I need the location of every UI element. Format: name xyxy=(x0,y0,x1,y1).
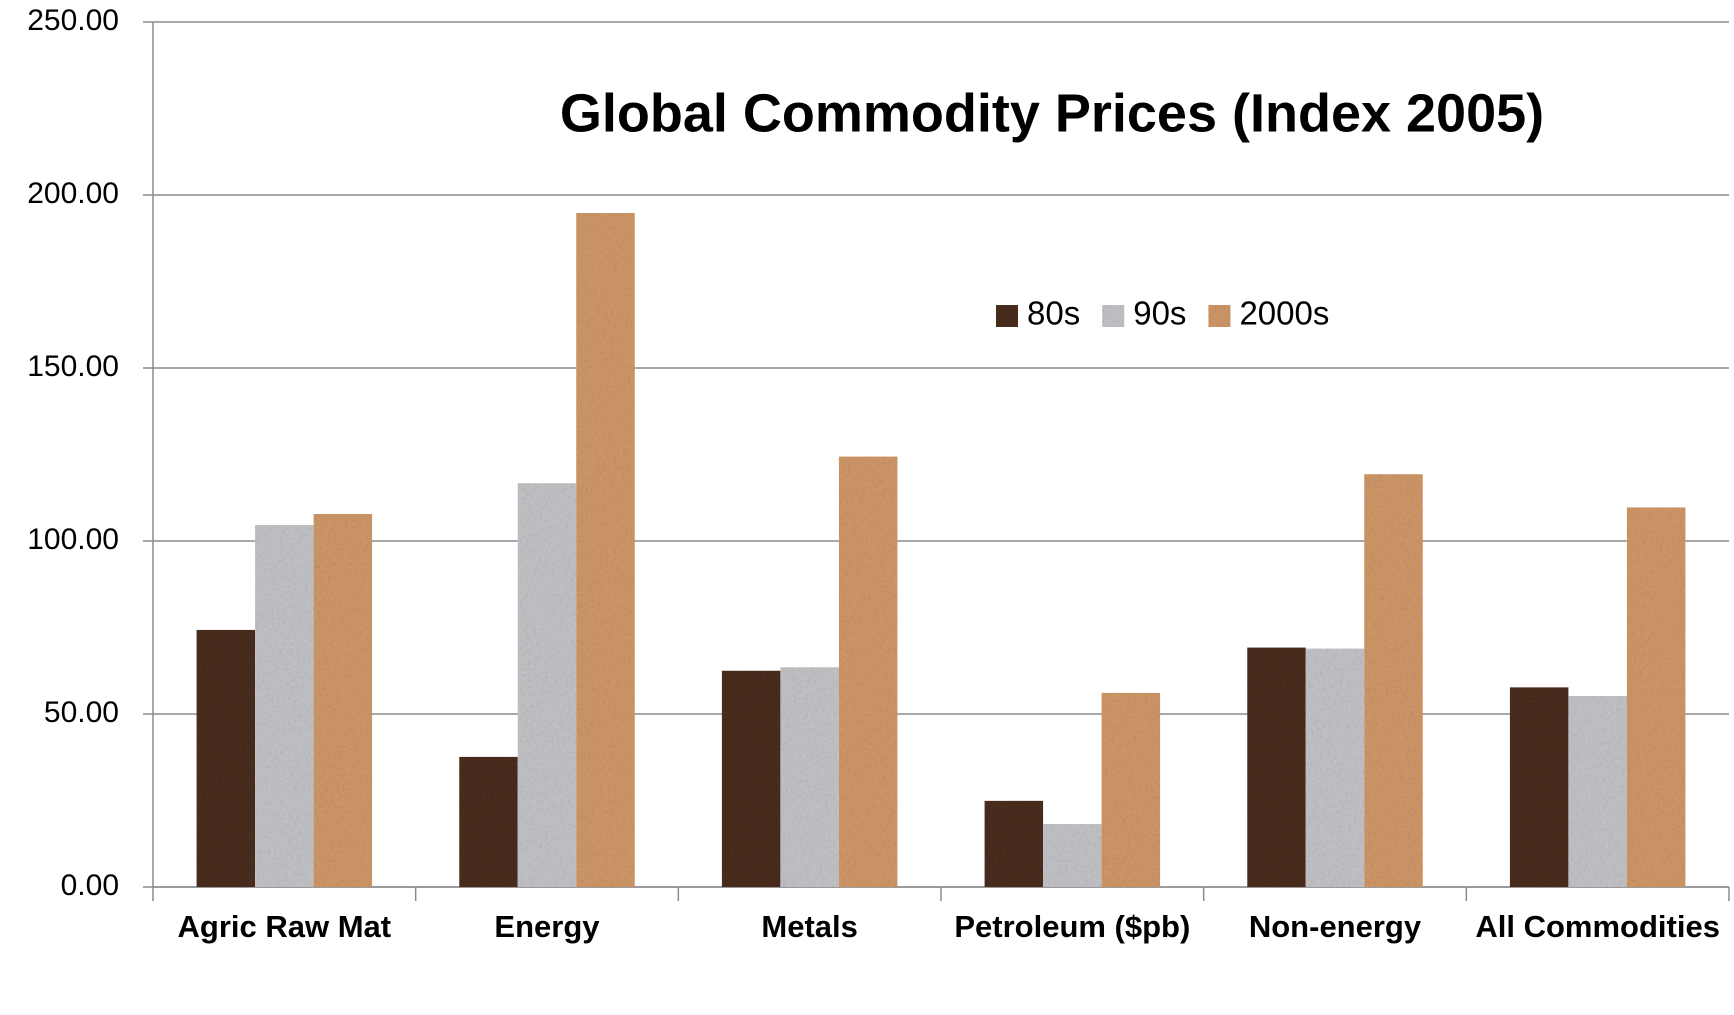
bar xyxy=(721,670,781,887)
legend-label: 2000s xyxy=(1239,295,1329,332)
bar xyxy=(255,525,314,887)
chart-title: Global Commodity Prices (Index 2005) xyxy=(560,83,1544,143)
legend-label: 80s xyxy=(1027,295,1080,332)
y-tick-label: 0.00 xyxy=(61,869,119,902)
bar xyxy=(1509,687,1569,887)
bar xyxy=(838,456,898,887)
legend-swatch xyxy=(1208,305,1231,327)
bar xyxy=(1305,648,1365,887)
bar xyxy=(576,212,635,887)
x-tick-label: Energy xyxy=(494,909,600,944)
bar xyxy=(459,756,518,887)
bar xyxy=(1364,474,1423,887)
x-tick-label: Agric Raw Mat xyxy=(177,909,392,944)
x-tick-label: Non-energy xyxy=(1248,909,1422,944)
bar xyxy=(1247,647,1306,887)
bar xyxy=(984,800,1044,887)
legend-label: 90s xyxy=(1133,295,1186,332)
bar xyxy=(1101,692,1161,887)
bar xyxy=(1626,507,1686,887)
y-tick-label: 100.00 xyxy=(27,523,119,556)
bar xyxy=(780,667,839,887)
y-tick-label: 50.00 xyxy=(44,696,119,729)
bar xyxy=(517,483,577,887)
x-tick-label: Petroleum ($pb) xyxy=(954,909,1191,944)
bar xyxy=(196,629,256,887)
legend-swatch xyxy=(1102,305,1125,327)
bar xyxy=(313,514,373,887)
y-tick-label: 200.00 xyxy=(27,177,119,210)
legend-swatch xyxy=(996,305,1018,327)
bar xyxy=(1043,824,1102,887)
x-tick-label: Metals xyxy=(761,909,858,944)
y-tick-label: 150.00 xyxy=(27,350,119,383)
bar xyxy=(1568,696,1627,887)
y-tick-label: 250.00 xyxy=(27,4,119,37)
x-tick-label: All Commodities xyxy=(1475,909,1720,944)
